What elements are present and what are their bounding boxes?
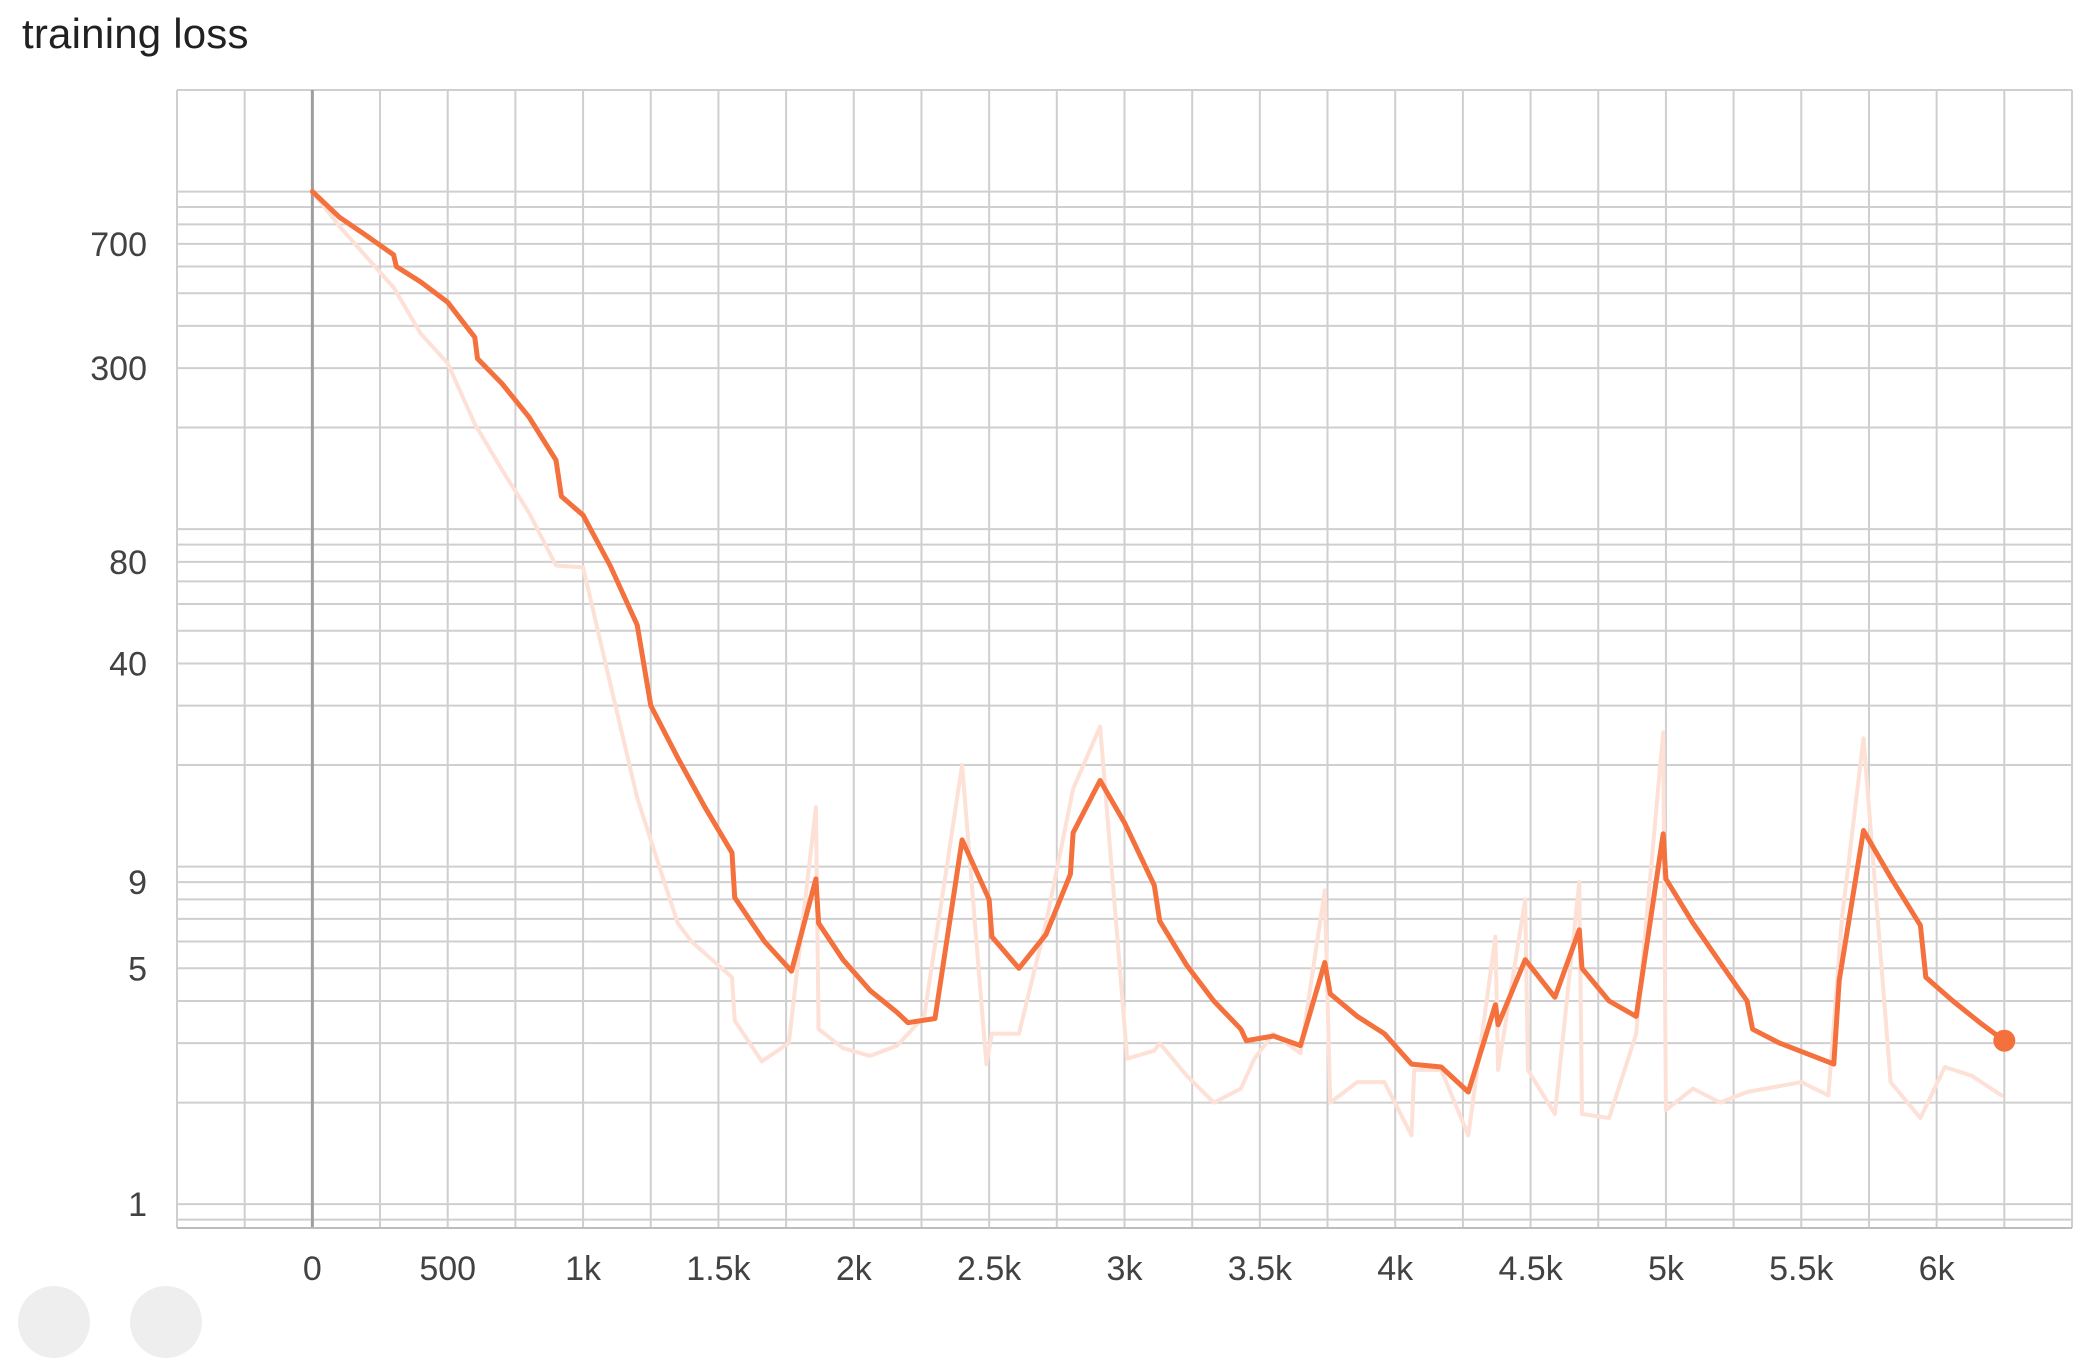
x-tick-label: 3.5k [1228,1250,1293,1288]
x-tick-label: 2k [836,1250,873,1288]
tick-labels: 0 500 1k 1.5k 2k 2.5k 3k 3.5k 4k 4.5k 5k 5.5k 6k 1 5 9 4… [90,226,1955,1288]
smoothed-loss-line [309,189,2007,1095]
y-tick-label: 1 [128,1186,147,1224]
x-tick-label: 3k [1107,1250,1144,1288]
fullscreen-button[interactable] [18,1286,90,1358]
x-tick-label: 5.5k [1769,1250,1834,1288]
raw-loss-line [310,189,2004,1138]
x-tick-label: 5k [1648,1250,1685,1288]
x-tick-label: 2.5k [957,1250,1022,1288]
y-tick-label: 300 [90,350,147,388]
x-tick-label: 500 [419,1250,476,1288]
log-scale-button[interactable] [130,1286,202,1358]
x-tick-label: 1k [565,1250,602,1288]
x-tick-label: 4.5k [1498,1250,1563,1288]
chart-controls [18,1286,218,1358]
y-tick-label: 80 [109,544,147,582]
y-tick-label: 9 [128,864,147,902]
axes [177,90,2072,1229]
loss-chart[interactable]: 0 500 1k 1.5k 2k 2.5k 3k 3.5k 4k 4.5k 5k 5.5k 6k 1 5 9 4… [0,0,2100,1302]
chart-title: training loss [22,10,249,57]
y-tick-label: 40 [109,645,147,683]
x-tick-label: 6k [1919,1250,1956,1288]
last-point-marker [1993,1029,2016,1052]
x-tick-label: 0 [303,1250,322,1288]
x-tick-label: 4k [1377,1250,1414,1288]
grid [176,89,2073,1228]
y-tick-label: 5 [128,950,147,988]
x-tick-label: 1.5k [686,1250,751,1288]
series [309,189,2016,1138]
y-tick-label: 700 [90,226,147,264]
